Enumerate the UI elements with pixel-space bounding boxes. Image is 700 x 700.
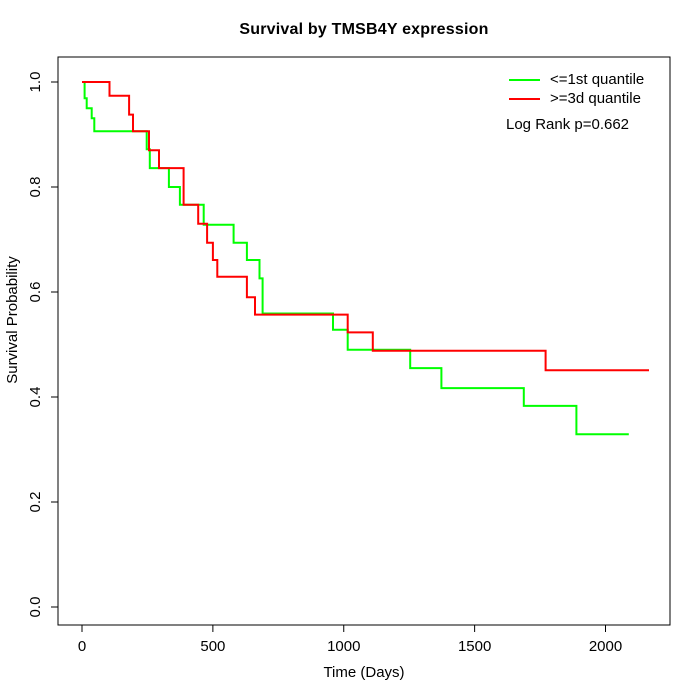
- legend-line-red-icon: [509, 97, 540, 100]
- y-axis-title: Survival Probability: [4, 256, 21, 384]
- curve-1st-quantile: [82, 81, 629, 436]
- legend-item-1st-quantile: <=1st quantile: [509, 70, 644, 89]
- x-tick-label: 0: [78, 638, 86, 655]
- chart-title: Survival by TMSB4Y expression: [239, 21, 489, 38]
- x-tick-label: 2000: [589, 638, 622, 655]
- x-axis-title: Time (Days): [323, 664, 404, 681]
- y-tick-label: 0.0: [27, 597, 44, 618]
- y-tick-label: 0.4: [27, 387, 44, 408]
- plot-box: [57, 56, 671, 626]
- legend-label-3d-quantile: >=3d quantile: [550, 90, 641, 107]
- y-tick-label: 0.8: [27, 177, 44, 198]
- legend-item-3d-quantile: >=3d quantile: [509, 89, 644, 108]
- x-tick-label: 500: [200, 638, 225, 655]
- x-tick-label: 1500: [458, 638, 491, 655]
- legend-line-green-icon: [509, 78, 540, 81]
- log-rank-p-value: Log Rank p=0.662: [506, 116, 630, 133]
- legend: <=1st quantile >=3d quantile Log Rank p=…: [506, 70, 644, 133]
- x-tick-label: 1000: [327, 638, 360, 655]
- y-tick-label: 1.0: [27, 72, 44, 93]
- y-tick-label: 0.2: [27, 492, 44, 513]
- curve-3d-quantile: [82, 81, 649, 372]
- y-tick-label: 0.6: [27, 282, 44, 303]
- legend-label-1st-quantile: <=1st quantile: [550, 71, 645, 88]
